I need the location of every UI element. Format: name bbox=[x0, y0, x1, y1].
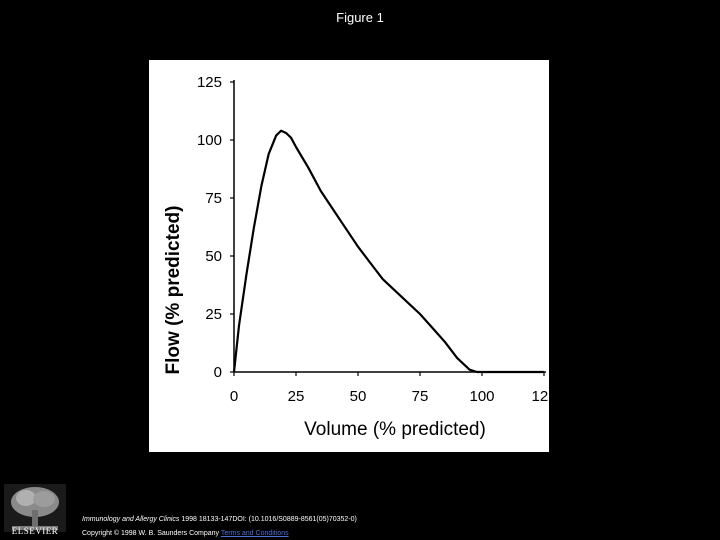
y-tick-label: 125 bbox=[197, 74, 222, 91]
flow-volume-line bbox=[232, 129, 544, 374]
y-tick-label: 0 bbox=[214, 364, 222, 381]
citation-doi: 1998 18133-147DOI: (10.1016/S0889-8561(0… bbox=[179, 516, 357, 523]
y-axis-label: Flow (% predicted) bbox=[163, 206, 184, 375]
x-tick-label: 50 bbox=[350, 388, 367, 405]
slide-title: Figure 1 bbox=[336, 10, 384, 25]
chart-series bbox=[232, 129, 544, 374]
chart-ticks: 0 25 50 75 100 125 0 25 50 75 100 125 bbox=[197, 74, 549, 405]
y-tick-label: 50 bbox=[205, 248, 222, 265]
x-tick-label: 100 bbox=[469, 388, 494, 405]
x-axis-label: Volume (% predicted) bbox=[304, 419, 486, 440]
terms-and-conditions-link[interactable]: Terms and Conditions bbox=[220, 530, 289, 537]
x-tick-label: 125 bbox=[531, 388, 549, 405]
x-tick-label: 75 bbox=[412, 388, 429, 405]
y-tick-label: 75 bbox=[205, 190, 222, 207]
flow-volume-chart: 0 25 50 75 100 125 0 25 50 75 100 125 Flow (% predi… bbox=[163, 74, 549, 440]
journal-name: Immunology and Allergy Clinics bbox=[82, 516, 180, 523]
citation-text: Immunology and Allergy Clinics 1998 1813… bbox=[82, 516, 357, 523]
y-tick-label: 25 bbox=[205, 306, 222, 323]
elsevier-wordmark: ELSEVIER bbox=[11, 526, 59, 536]
copyright-line: Copyright © 1998 W. B. Saunders Company … bbox=[82, 530, 289, 537]
figure-panel: 0 25 50 75 100 125 0 25 50 75 100 125 Flow (% predi… bbox=[149, 60, 549, 452]
y-tick-label: 100 bbox=[197, 132, 222, 149]
x-tick-label: 0 bbox=[230, 388, 238, 405]
chart-axes bbox=[233, 80, 546, 373]
copyright-text: Copyright © 1998 W. B. Saunders Company bbox=[82, 530, 220, 537]
x-tick-label: 25 bbox=[288, 388, 305, 405]
elsevier-tree-logo bbox=[4, 484, 66, 532]
